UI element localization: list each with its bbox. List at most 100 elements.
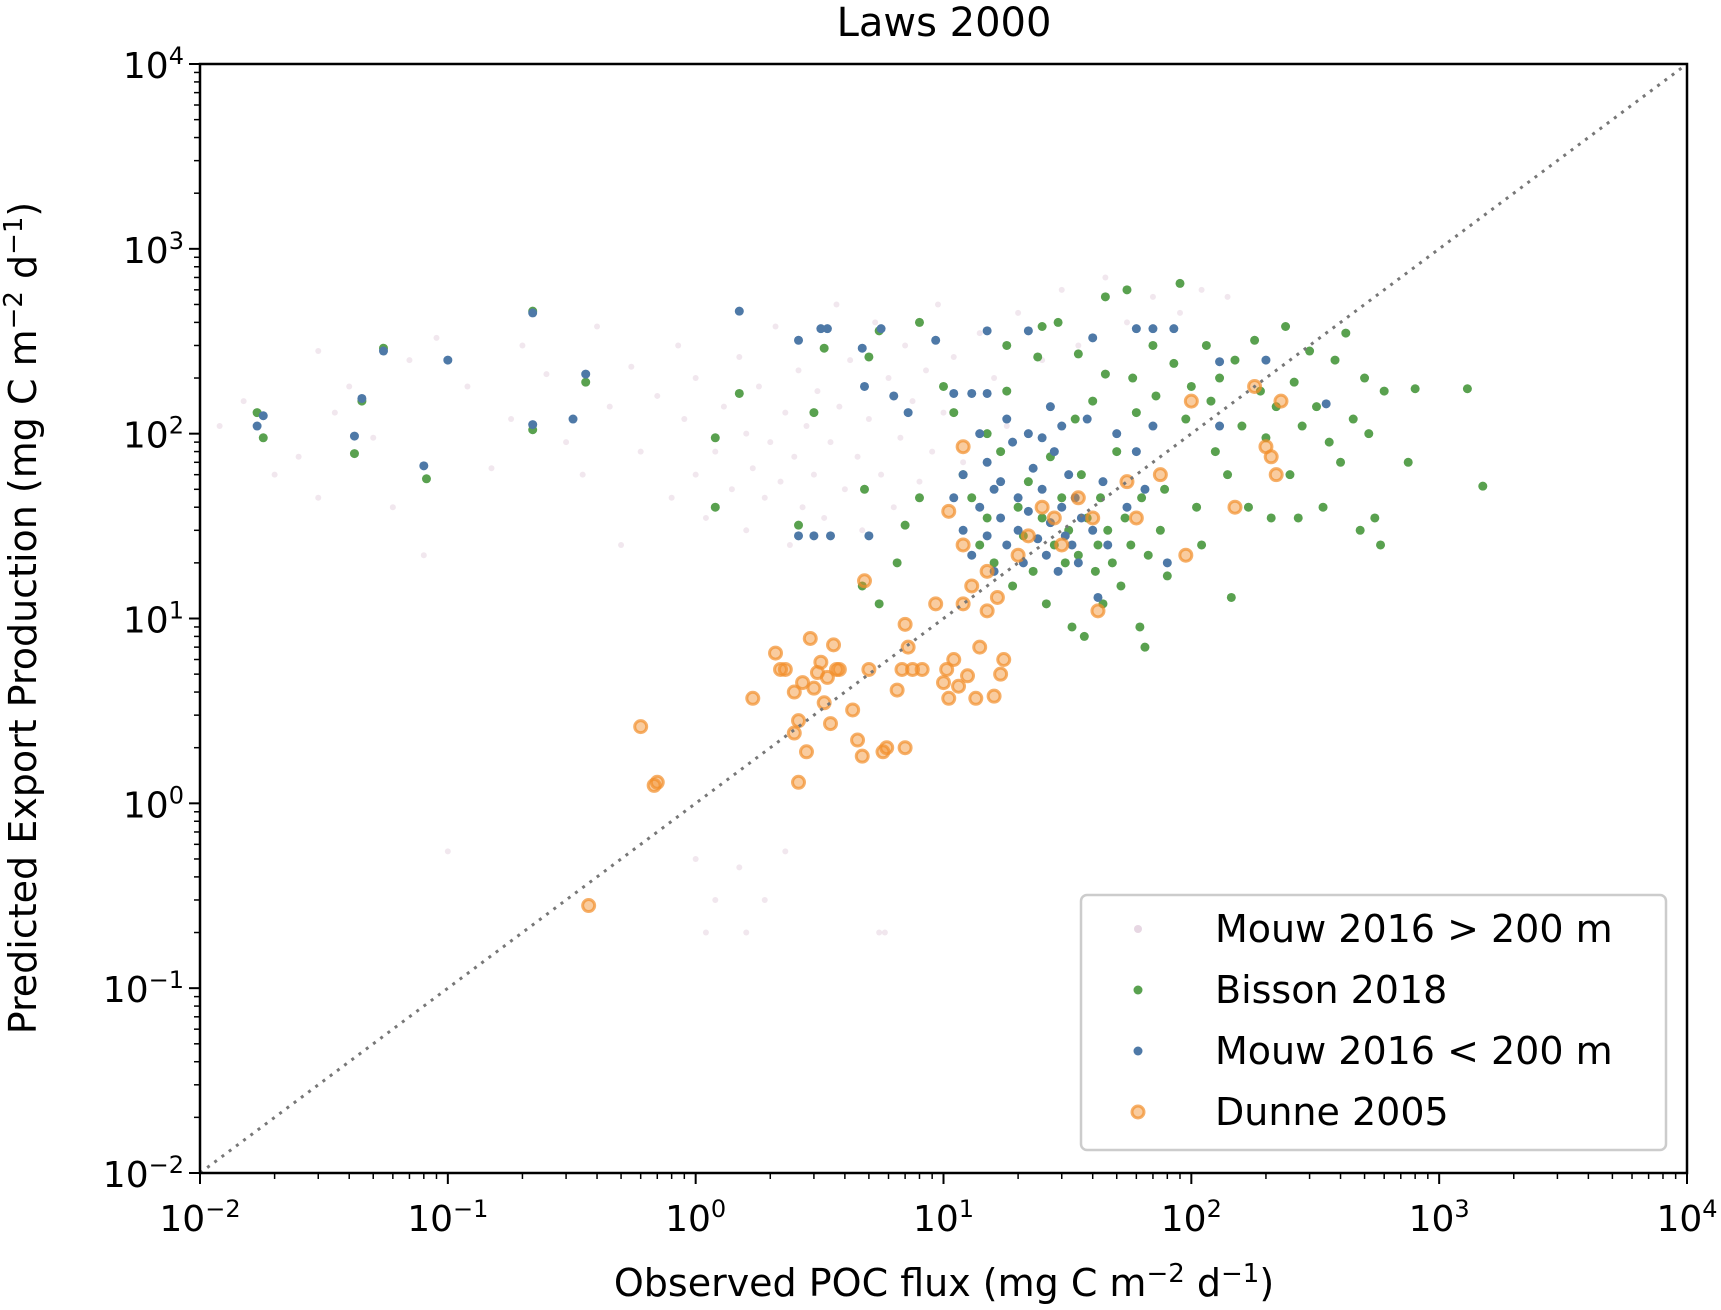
data-point <box>777 478 784 485</box>
data-point <box>508 416 515 423</box>
data-point <box>946 652 962 668</box>
data-point <box>1169 324 1179 334</box>
data-point <box>528 308 538 318</box>
data-point <box>810 471 817 478</box>
data-point <box>1067 622 1077 632</box>
data-point <box>864 352 874 362</box>
data-point <box>1243 502 1253 512</box>
series-1 <box>252 278 1488 652</box>
data-point <box>791 774 807 790</box>
data-point <box>872 319 879 326</box>
data-point <box>857 573 873 589</box>
y-tick-label: 103 <box>123 227 184 272</box>
data-point <box>827 439 834 446</box>
data-point <box>777 661 793 677</box>
y-tick-label: 100 <box>123 781 184 826</box>
chart-title: Laws 2000 <box>837 0 1052 46</box>
data-point <box>1070 490 1086 506</box>
data-point <box>1462 384 1472 394</box>
data-point <box>816 324 826 334</box>
data-point <box>864 531 874 541</box>
data-point <box>949 493 959 503</box>
data-point <box>861 661 877 677</box>
data-point <box>1285 470 1295 480</box>
series-0 <box>216 274 1231 936</box>
data-point <box>1148 340 1158 350</box>
data-point <box>1135 622 1145 632</box>
data-point <box>1266 513 1276 523</box>
data-point <box>755 383 762 390</box>
data-point <box>1112 447 1122 457</box>
data-point <box>720 403 727 410</box>
data-point <box>799 504 806 511</box>
data-point <box>950 353 957 360</box>
data-point <box>1093 592 1103 602</box>
data-point <box>1033 352 1043 362</box>
data-point <box>563 439 570 446</box>
data-point <box>960 668 976 684</box>
data-point <box>986 688 1002 704</box>
data-point <box>1002 386 1012 396</box>
data-point <box>767 439 774 446</box>
data-point <box>1403 457 1413 467</box>
data-point <box>702 514 709 521</box>
data-point <box>1073 558 1083 568</box>
data-point <box>936 675 951 691</box>
data-point <box>975 540 985 550</box>
data-point <box>346 383 353 390</box>
data-point <box>890 504 897 511</box>
data-point <box>734 306 744 316</box>
data-point <box>929 448 936 455</box>
data-point <box>1073 349 1083 359</box>
data-point <box>749 465 756 472</box>
data-point <box>889 682 905 698</box>
data-point <box>1198 286 1205 293</box>
data-point <box>914 661 930 677</box>
legend-label: Mouw 2016 > 200 m <box>1215 907 1613 951</box>
data-point <box>1227 499 1243 515</box>
data-point <box>833 301 840 308</box>
data-point <box>712 896 719 903</box>
data-point <box>1140 642 1150 652</box>
data-point <box>1192 502 1202 512</box>
data-point <box>836 403 843 410</box>
data-point <box>464 383 471 390</box>
y-tick-label: 10−1 <box>103 966 184 1011</box>
data-point <box>881 929 888 936</box>
data-point <box>1057 502 1067 512</box>
axis-ticks: 10−2 10−1 100 101 102 103 104 10−2 10−1 100 101 102… <box>103 42 1718 1240</box>
data-point <box>1049 447 1059 457</box>
data-point <box>967 388 977 398</box>
data-point <box>982 388 992 398</box>
data-point <box>892 558 902 568</box>
data-point <box>692 471 699 478</box>
data-point <box>1100 292 1110 302</box>
data-point <box>1041 599 1051 609</box>
data-point <box>1206 396 1216 406</box>
data-point <box>931 335 941 345</box>
data-point <box>581 377 591 387</box>
data-point <box>975 429 985 439</box>
data-point <box>1224 293 1231 300</box>
data-point <box>786 541 793 548</box>
data-point <box>1003 423 1010 430</box>
data-point <box>1297 421 1307 431</box>
data-point <box>845 702 861 718</box>
data-point <box>637 448 644 455</box>
data-point <box>1088 525 1098 535</box>
data-point <box>692 375 699 382</box>
data-point <box>216 423 223 430</box>
data-point <box>1137 493 1147 503</box>
data-point <box>1090 603 1106 619</box>
legend: Mouw 2016 > 200 m Bisson 2018 Mouw 2016 < … <box>1079 893 1668 1152</box>
data-point <box>421 474 431 484</box>
data-point <box>1085 510 1101 526</box>
data-point <box>1076 470 1086 480</box>
data-point <box>1053 566 1063 576</box>
data-point <box>1013 525 1023 535</box>
data-point <box>1100 369 1110 379</box>
data-point <box>860 381 870 391</box>
data-point <box>712 448 719 455</box>
data-point <box>444 848 451 855</box>
data-point <box>865 416 872 423</box>
